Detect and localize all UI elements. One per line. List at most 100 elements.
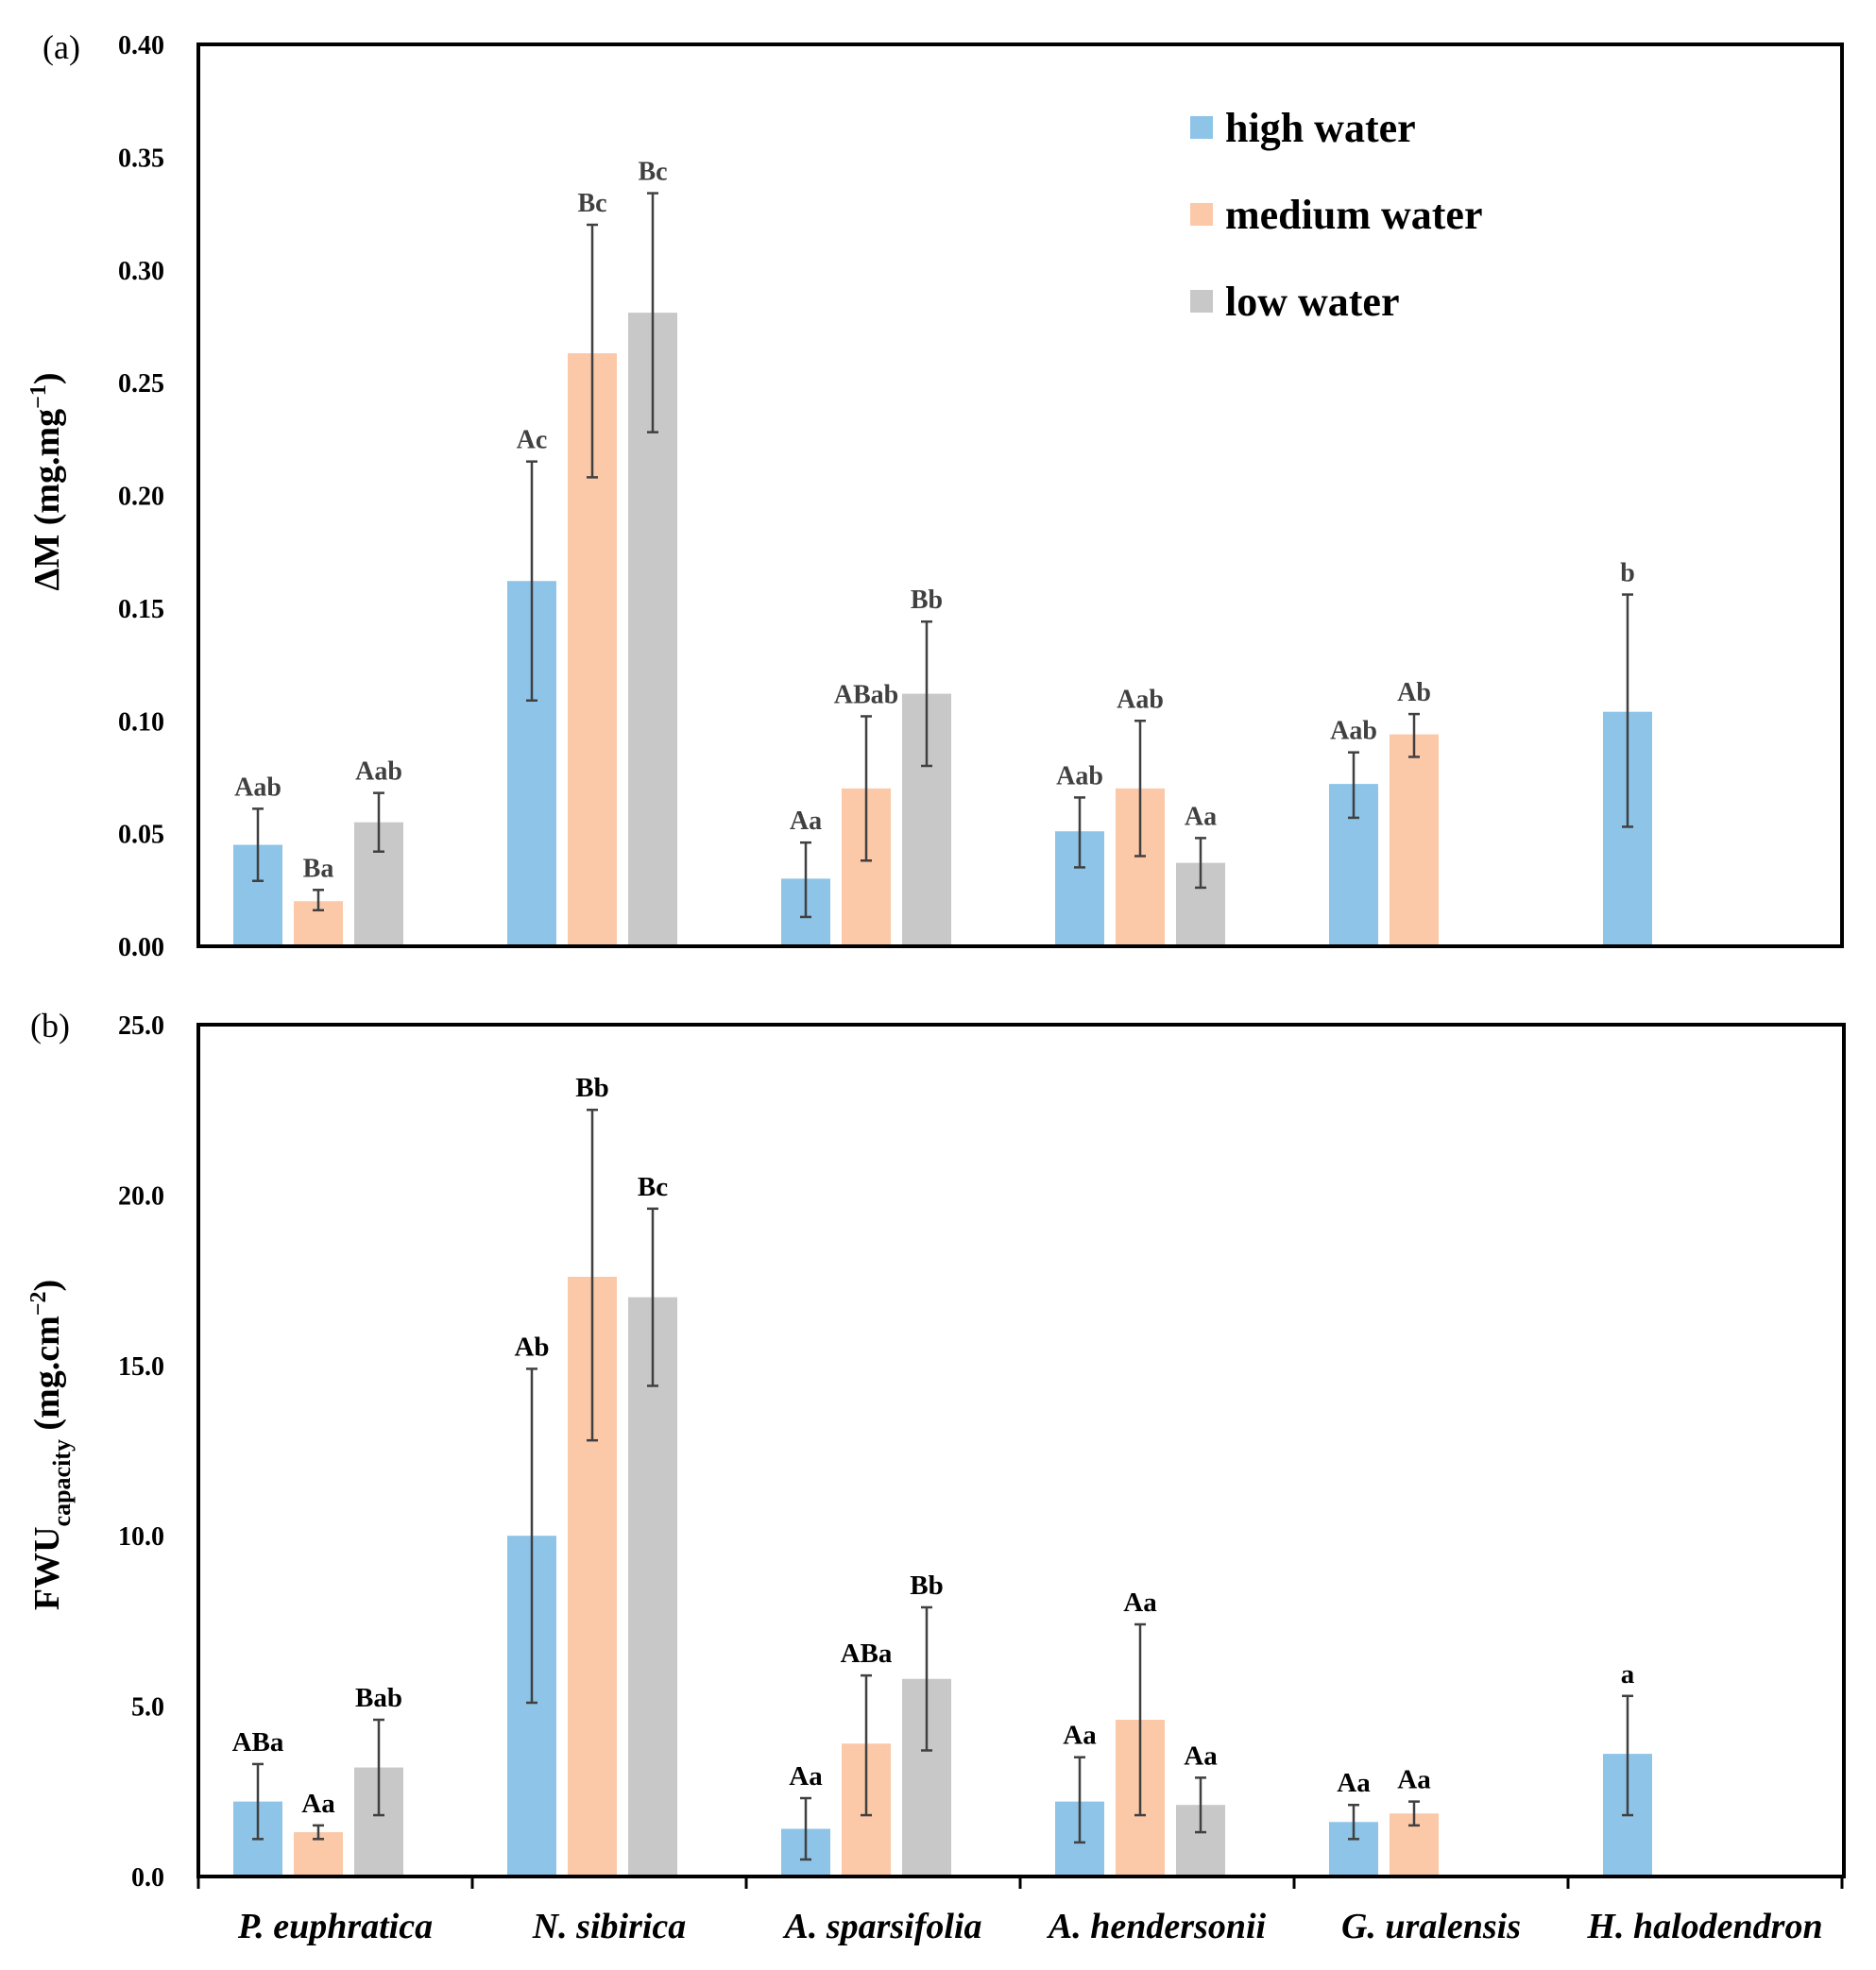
significance-label: Aab [355, 757, 402, 787]
error-bar [861, 715, 872, 862]
category-label: G. uralensis [1341, 1907, 1521, 1946]
significance-label: ABa [841, 1639, 893, 1669]
significance-label: Aab [1056, 761, 1103, 790]
y-tick-label: 0.05 [118, 821, 164, 850]
legend-label-low-water: low water [1225, 279, 1400, 325]
error-bar [1408, 712, 1420, 758]
significance-label: Bb [911, 586, 943, 615]
y-tick-label: 0.40 [118, 31, 164, 60]
significance-label: Bb [575, 1073, 608, 1103]
panel-b-bars: ABa Ab Aa Aa Aa a Aa Bb ABa Aa Aa Bab Bc Bb Aa [232, 1073, 1652, 1877]
significance-label: ABa [232, 1727, 284, 1758]
significance-label: Ac [517, 426, 548, 455]
significance-label: a [1621, 1659, 1635, 1690]
significance-label: Aa [1185, 802, 1217, 831]
error-bar [1348, 751, 1359, 820]
error-bar [373, 1718, 384, 1817]
significance-label: Bc [577, 189, 606, 218]
significance-label: Aa [1184, 1741, 1218, 1771]
legend-label-high-water: high water [1225, 105, 1416, 151]
y-tick-label: 0.35 [118, 144, 164, 173]
panel-b-y-axis-title: FWUcapacity (mg.cm−2) [26, 1280, 76, 1610]
legend-swatch-medium-water [1190, 203, 1213, 226]
significance-label: Bc [638, 158, 667, 187]
legend: high water medium water low water [1190, 105, 1483, 325]
y-tick-label: 10.0 [118, 1522, 164, 1552]
significance-label: Aa [1123, 1588, 1157, 1618]
significance-label: Aa [1063, 1721, 1097, 1751]
y-tick-label: 15.0 [118, 1352, 164, 1382]
y-tick-label: 0.20 [118, 483, 164, 512]
y-tick-label: 0.0 [131, 1863, 164, 1893]
error-bar [252, 1762, 264, 1841]
panel-b: (b) FWUcapacity (mg.cm−2) 0.0 5.0 10.0 15.0… [26, 1007, 1846, 1946]
panel-b-label: (b) [30, 1007, 70, 1044]
y-tick-label: 0.30 [118, 257, 164, 286]
significance-label: Ab [514, 1332, 549, 1362]
significance-label: Bb [910, 1571, 943, 1601]
significance-label: Ba [303, 854, 334, 883]
panel-b-x-ticks [196, 1877, 1844, 1889]
bar-medium-water [1390, 734, 1439, 946]
error-bar [252, 807, 264, 883]
error-bar [1134, 1622, 1146, 1817]
error-bar [921, 1605, 932, 1752]
error-bar [1622, 593, 1633, 828]
panel-b-y-ticks: 0.0 5.0 10.0 15.0 20.0 25.0 [118, 1011, 164, 1893]
error-bar [1195, 1776, 1206, 1834]
error-bar [587, 1108, 598, 1442]
significance-label: Aa [1397, 1765, 1431, 1795]
significance-label: Aab [1330, 717, 1377, 746]
error-bar [587, 223, 598, 479]
significance-label: Aab [234, 773, 281, 802]
error-bar [1074, 1756, 1085, 1844]
category-label: P. euphratica [237, 1907, 433, 1946]
significance-label: Aab [1117, 685, 1164, 714]
error-bar [800, 1796, 811, 1861]
error-bar [800, 841, 811, 919]
y-tick-label: 0.10 [118, 707, 164, 737]
error-bar [647, 1207, 658, 1387]
y-tick-label: 0.00 [118, 933, 164, 962]
error-bar [1074, 796, 1085, 869]
significance-label: b [1620, 559, 1635, 588]
bar-low-water [628, 1297, 677, 1877]
significance-label: Aa [301, 1789, 335, 1819]
y-tick-label: 0.15 [118, 595, 164, 624]
y-tick-label: 25.0 [118, 1011, 164, 1041]
legend-label-medium-water: medium water [1225, 192, 1483, 238]
panel-b-plot-frame [196, 1023, 1846, 1878]
panel-a-y-ticks: 0.00 0.05 0.10 0.15 0.20 0.25 0.30 0.35 0.40 [118, 31, 164, 962]
error-bar [313, 1824, 324, 1841]
panel-a-bars: Aab Ac Aa Aab Aab b Ba Bc ABab Aab Ab Aab Bc Bb Aa [233, 158, 1652, 946]
panel-a-label: (a) [43, 28, 80, 66]
significance-label: ABab [834, 680, 898, 709]
significance-label: Aa [1337, 1768, 1371, 1798]
error-bar [1408, 1800, 1420, 1827]
error-bar [526, 460, 537, 703]
category-label: H. halodendron [1586, 1907, 1822, 1946]
panel-a-y-axis-title: ΔM (mg.mg−1) [26, 373, 67, 591]
y-tick-label: 5.0 [131, 1693, 164, 1723]
error-bar [647, 192, 658, 433]
category-label: A. sparsifolia [782, 1907, 981, 1946]
y-tick-label: 0.25 [118, 369, 164, 399]
error-bar [861, 1673, 872, 1817]
significance-label: Aa [790, 807, 822, 836]
error-bar [1195, 837, 1206, 890]
category-label: N. sibirica [532, 1907, 687, 1946]
y-tick-label: 20.0 [118, 1181, 164, 1211]
error-bar [1134, 720, 1146, 858]
panel-a-plot-frame [196, 42, 1844, 948]
legend-swatch-low-water [1190, 290, 1213, 313]
significance-label: Bc [638, 1172, 668, 1202]
significance-label: Bab [355, 1683, 402, 1713]
error-bar [526, 1367, 537, 1705]
error-bar [373, 791, 384, 853]
category-label: A. hendersonii [1047, 1907, 1267, 1946]
panel-a: (a) ΔM (mg.mg−1) 0.00 0.05 0.10 0.15 0.20 0.2… [26, 28, 1844, 962]
significance-label: Aa [789, 1761, 823, 1792]
error-bar [1622, 1694, 1633, 1817]
error-bar [313, 889, 324, 912]
